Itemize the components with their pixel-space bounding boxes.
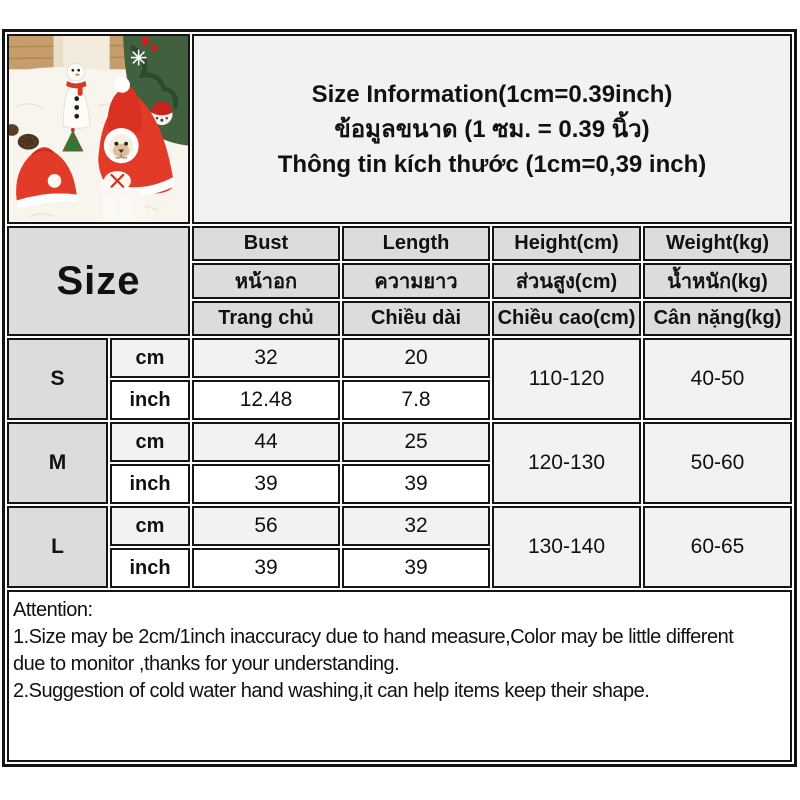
unit-label-cm: cm	[110, 422, 190, 462]
attention-note-1b: due to monitor ,thanks for your understa…	[13, 653, 400, 675]
unit-label-inch: inch	[110, 464, 190, 504]
size-label-l: L	[7, 506, 108, 588]
length-inch-m: 39	[342, 464, 490, 504]
height-s: 110-120	[492, 338, 641, 420]
bust-cm-l: 56	[192, 506, 340, 546]
col-header-bust-th: หน้าอก	[192, 263, 340, 299]
size-table: Size Information(1cm=0.39inch) ข้อมูลขนา…	[2, 29, 798, 767]
size-info-title-block: Size Information(1cm=0.39inch) ข้อมูลขนา…	[192, 34, 793, 224]
height-m: 120-130	[492, 422, 641, 504]
title-line-th: ข้อมูลขนาด (1 ซม. = 0.39 นิ้ว)	[334, 115, 650, 143]
length-inch-s: 7.8	[342, 380, 490, 420]
col-header-height-en: Height(cm)	[492, 226, 641, 261]
row-l-inch: inch 39 39	[7, 548, 792, 588]
title-line-vi: Thông tin kích thước (1cm=0,39 inch)	[277, 150, 707, 178]
unit-label-inch: inch	[110, 548, 190, 588]
height-l: 130-140	[492, 506, 641, 588]
bust-inch-s: 12.48	[192, 380, 340, 420]
length-cm-l: 32	[342, 506, 490, 546]
col-header-length-vi: Chiều dài	[342, 301, 490, 336]
title-line-en: Size Information(1cm=0.39inch)	[311, 80, 673, 108]
weight-l: 60-65	[643, 506, 793, 588]
col-header-height-vi: Chiều cao(cm)	[492, 301, 641, 336]
col-header-bust-en: Bust	[192, 226, 340, 261]
weight-m: 50-60	[643, 422, 793, 504]
size-chart-sheet: Size Information(1cm=0.39inch) ข้อมูลขนา…	[2, 29, 798, 767]
bust-cm-m: 44	[192, 422, 340, 462]
santa-pet-photo-illustration	[9, 36, 188, 222]
col-header-bust-vi: Trang chủ	[192, 301, 340, 336]
col-header-weight-vi: Cân nặng(kg)	[643, 301, 793, 336]
attention-row: Attention: 1.Size may be 2cm/1inch inacc…	[7, 590, 793, 762]
unit-label-cm: cm	[110, 506, 190, 546]
row-s-inch: inch 12.48 7.8	[7, 380, 792, 420]
row-l-cm: L cm 56 32 130-140 60-65	[7, 506, 793, 588]
header-row-th: หน้าอก ความยาว ส่วนสูง(cm) น้ำหนัก(kg)	[7, 263, 793, 299]
size-header-cell: Size	[7, 226, 190, 336]
product-photo	[7, 34, 190, 224]
unit-label-inch: inch	[110, 380, 190, 420]
attention-note-1a: 1.Size may be 2cm/1inch inaccuracy due t…	[13, 626, 734, 648]
unit-label-cm: cm	[110, 338, 190, 378]
bust-inch-l: 39	[192, 548, 340, 588]
attention-heading: Attention:	[13, 599, 93, 621]
top-band: Size Information(1cm=0.39inch) ข้อมูลขนา…	[7, 34, 793, 224]
bust-cm-s: 32	[192, 338, 340, 378]
length-cm-s: 20	[342, 338, 490, 378]
attention-note: Attention: 1.Size may be 2cm/1inch inacc…	[7, 590, 793, 762]
col-header-weight-en: Weight(kg)	[643, 226, 793, 261]
size-label-s: S	[7, 338, 108, 420]
bust-inch-m: 39	[192, 464, 340, 504]
weight-s: 40-50	[643, 338, 793, 420]
col-header-height-th: ส่วนสูง(cm)	[492, 263, 641, 299]
attention-note-2: 2.Suggestion of cold water hand washing,…	[13, 680, 650, 702]
row-m-inch: inch 39 39	[7, 464, 792, 504]
size-label-m: M	[7, 422, 108, 504]
col-header-length-en: Length	[342, 226, 490, 261]
length-cm-m: 25	[342, 422, 490, 462]
header-row-vi: Trang chủ Chiều dài Chiều cao(cm) Cân nặ…	[7, 301, 793, 336]
header-row-en: Size Bust Length Height(cm) Weight(kg)	[7, 226, 793, 336]
col-header-weight-th: น้ำหนัก(kg)	[643, 263, 793, 299]
row-m-cm: M cm 44 25 120-130 50-60	[7, 422, 793, 504]
length-inch-l: 39	[342, 548, 490, 588]
row-s-cm: S cm 32 20 110-120 40-50	[7, 338, 793, 420]
col-header-length-th: ความยาว	[342, 263, 490, 299]
